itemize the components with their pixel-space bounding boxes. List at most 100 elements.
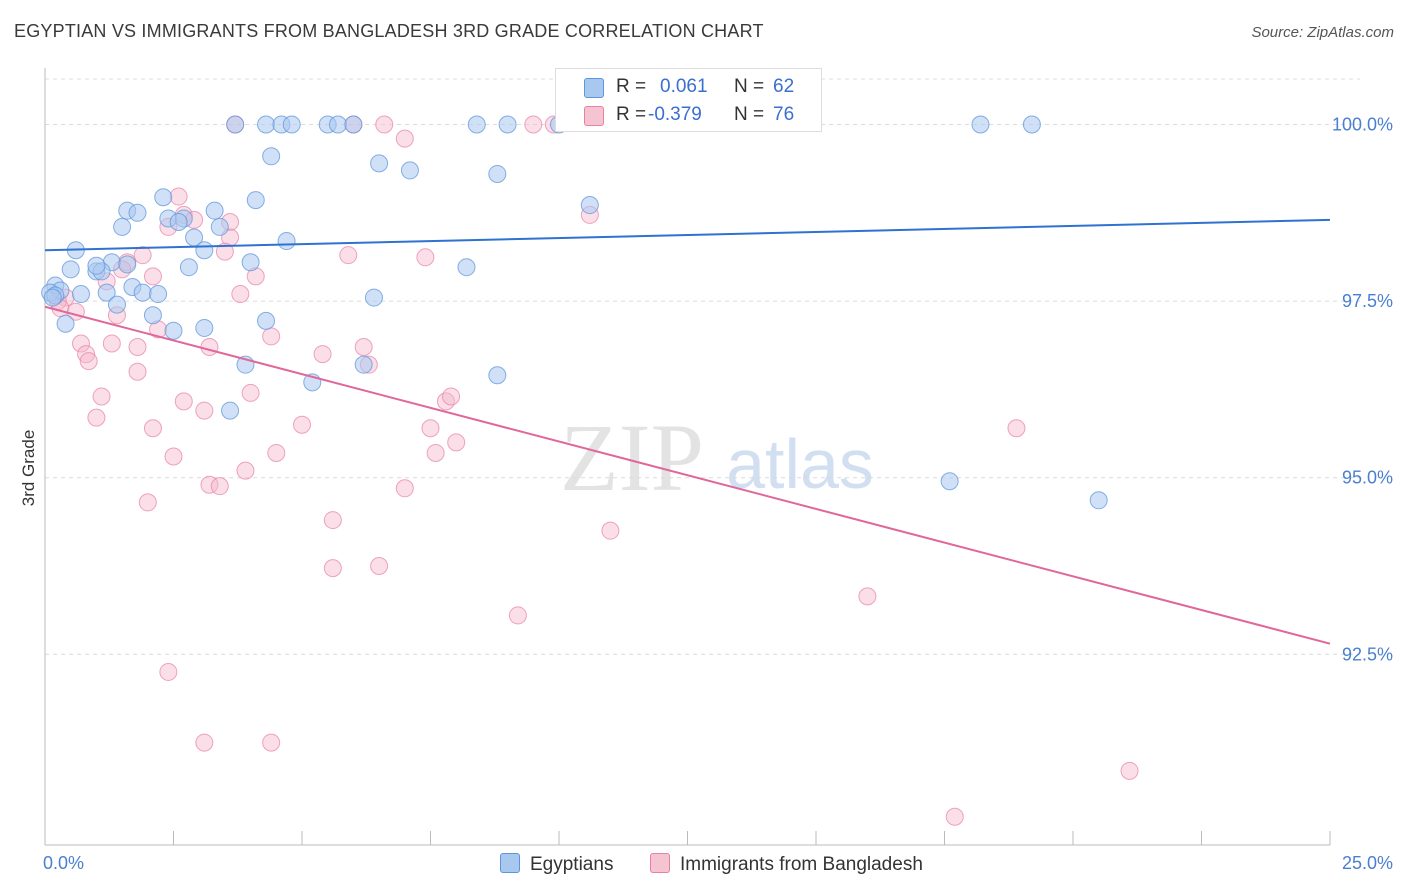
bangladesh-point [601,521,620,540]
egyptian-point [370,154,389,173]
egyptian-point [262,147,281,166]
bangladesh-point [138,493,157,512]
bangladesh-point [313,345,332,364]
bangladesh-point [241,383,260,402]
bangladesh-point [436,392,455,411]
egyptian-point [246,191,265,210]
egyptian-point [257,311,276,330]
egyptian-point [457,258,476,277]
bangladesh-point [442,387,461,406]
bangladesh-point [174,392,193,411]
egyptian-point [195,241,214,260]
y-tick-label: 92.5% [1342,644,1393,664]
y-tick-label: 97.5% [1342,291,1393,311]
bangladesh-trend-line [44,305,1331,645]
legend-r-label: R = [616,104,647,125]
x-tick-label: 25.0% [1342,853,1393,873]
egyptian-point [149,285,168,304]
bangladesh-point [87,408,106,427]
egyptian-point [1022,115,1041,134]
egyptian-point [498,115,517,134]
bangladesh-point [77,345,96,364]
tick-labels: 92.5% 95.0% 97.5% 100.0% 0.0% 25.0% [43,115,1393,873]
bangladesh-point [164,447,183,466]
egyptian-point [328,115,347,134]
correlation-legend: R = 0.061 N = 62 R = -0.379 N = 76 [555,68,822,132]
x-tick-label: 0.0% [43,853,84,873]
egyptian-point [221,401,240,420]
legend-n-label: N = [734,76,765,97]
series-egyptians-points [41,115,1108,510]
egyptian-point [344,115,363,134]
bangladesh-point [1120,761,1139,780]
y-axis-label: 3rd Grade [19,430,38,507]
bangladesh-point [215,242,234,261]
egyptian-point [364,288,383,307]
bangladesh-point [236,461,255,480]
egyptian-point [971,115,990,134]
egyptian-point [113,217,132,236]
source-credit: Source: ZipAtlas.com [1251,24,1394,41]
bangladesh-point [169,187,188,206]
bangladesh-point [421,419,440,438]
egyptian-point [143,306,162,325]
bangladesh-point [339,246,358,265]
egyptian-point [97,283,116,302]
egyptian-point [118,255,137,274]
bangladesh-point [143,419,162,438]
egyptian-point [43,288,62,307]
egyptian-point [354,355,373,374]
legend-swatch-blue [584,78,604,98]
bangladesh-point [159,662,178,681]
bangladesh-point [143,267,162,286]
bangladesh-point [1007,419,1026,438]
legend-r-value: -0.379 [648,104,702,125]
watermark-zip: ZIP [560,404,704,511]
bangladesh-point [231,285,250,304]
bangladesh-point [416,248,435,267]
egyptian-point [154,188,173,207]
bangladesh-point [354,338,373,357]
axes [44,68,1331,846]
bangladesh-point [945,807,964,826]
egyptian-point [282,115,301,134]
egyptian-point [226,115,245,134]
legend-swatch-blue [500,853,520,873]
bangladesh-point [370,556,389,575]
legend-row-egyptians: R = 0.061 N = 62 [556,72,821,102]
bangladesh-point [128,362,147,381]
bangladesh-point [262,327,281,346]
egyptian-point [205,201,224,220]
egyptian-point [133,283,152,302]
legend-n-label: N = [734,104,765,125]
egyptian-point [940,472,959,491]
bangladesh-point [395,129,414,148]
egyptians-trend-line [44,218,1331,252]
egyptian-point [467,115,486,134]
egyptian-point [277,232,296,251]
egyptian-point [169,212,188,231]
egyptian-point [1089,491,1108,510]
bangladesh-point [79,352,98,371]
bangladesh-point [426,443,445,462]
legend-n-value: 62 [773,76,795,97]
egyptian-point [179,258,198,277]
watermark-atlas: atlas [726,425,874,503]
legend-row-bangladesh: R = -0.379 N = 76 [556,100,821,130]
bangladesh-point [102,334,121,353]
legend-label-bangladesh: Immigrants from Bangladesh [680,854,923,875]
bangladesh-point [133,246,152,265]
bangladesh-point [128,338,147,357]
egyptian-point [400,161,419,180]
bangladesh-point [375,115,394,134]
bangladesh-point [323,559,342,578]
bangladesh-point [524,115,543,134]
egyptian-point [241,253,260,272]
bottom-legend-egyptians: Egyptians [500,853,613,877]
egyptian-point [210,217,229,236]
bangladesh-point [447,433,466,452]
egyptian-point [128,203,147,222]
bangladesh-point [92,387,111,406]
chart-title: EGYPTIAN VS IMMIGRANTS FROM BANGLADESH 3… [14,21,764,41]
